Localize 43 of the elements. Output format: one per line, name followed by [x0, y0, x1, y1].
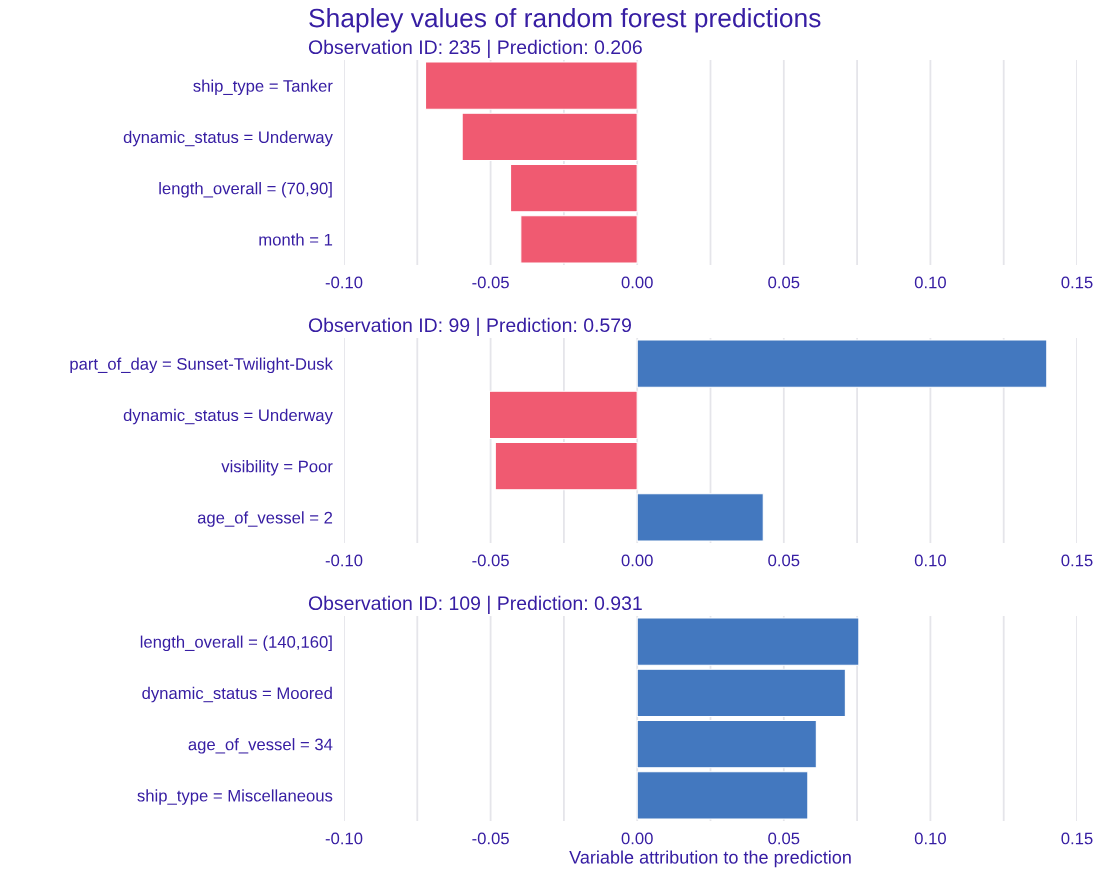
y-tick-label: part_of_day = Sunset-Twilight-Dusk — [70, 357, 333, 374]
bar — [636, 771, 809, 820]
y-tick-label: visibility = Poor — [221, 460, 333, 476]
y-tick-label: length_overall = (70,90] — [159, 182, 332, 198]
y-tick-label: ship_type = Tanker — [193, 79, 333, 96]
y-tick-label: age_of_vessel = 34 — [188, 738, 333, 754]
x-tick-label: 0.15 — [1061, 276, 1093, 289]
x-tick-label: 0.10 — [914, 554, 946, 567]
y-tick-label: dynamic_status = Moored — [142, 686, 332, 703]
y-tick-label: month = 1 — [259, 233, 333, 246]
x-tick-label: -0.05 — [472, 554, 509, 567]
bar — [636, 493, 764, 542]
bar — [636, 617, 860, 666]
chart-title: Shapley values of random forest predictions — [309, 8, 821, 33]
chart-subtitle: Observation ID: 235 | Prediction: 0.206 — [308, 39, 642, 58]
x-tick-label: 0.00 — [621, 832, 653, 845]
chart-subtitle: Observation ID: 99 | Prediction: 0.579 — [308, 317, 631, 336]
x-tick-label: 0.05 — [768, 832, 800, 845]
x-tick-label: -0.10 — [325, 554, 363, 567]
bar — [488, 390, 638, 440]
x-tick-label: 0.10 — [914, 276, 946, 289]
bar — [494, 441, 638, 491]
bar — [636, 339, 1048, 388]
chart-subtitle: Observation ID: 109 | Prediction: 0.931 — [308, 595, 642, 614]
bar — [636, 668, 846, 718]
bar — [636, 719, 817, 769]
y-tick-label: length_overall = (140,160] — [140, 635, 332, 652]
x-tick-label: -0.05 — [472, 276, 509, 289]
y-tick-label: ship_type = Miscellaneous — [137, 789, 333, 805]
x-tick-label: 0.10 — [914, 832, 946, 845]
x-tick-label: 0.00 — [621, 276, 653, 289]
x-axis-title: Variable attribution to the prediction — [569, 850, 851, 868]
x-tick-label: 0.15 — [1061, 554, 1093, 567]
x-tick-label: 0.15 — [1061, 832, 1093, 845]
x-tick-label: -0.10 — [325, 276, 363, 289]
x-tick-label: -0.05 — [472, 832, 509, 845]
x-tick-label: -0.10 — [325, 832, 363, 845]
y-tick-label: dynamic_status = Underway — [123, 130, 333, 147]
x-tick-label: 0.05 — [768, 276, 800, 289]
x-tick-label: 0.05 — [768, 554, 800, 567]
y-tick-label: dynamic_status = Underway — [123, 408, 333, 425]
y-tick-label: age_of_vessel = 2 — [197, 511, 333, 527]
x-tick-label: 0.00 — [621, 554, 653, 567]
